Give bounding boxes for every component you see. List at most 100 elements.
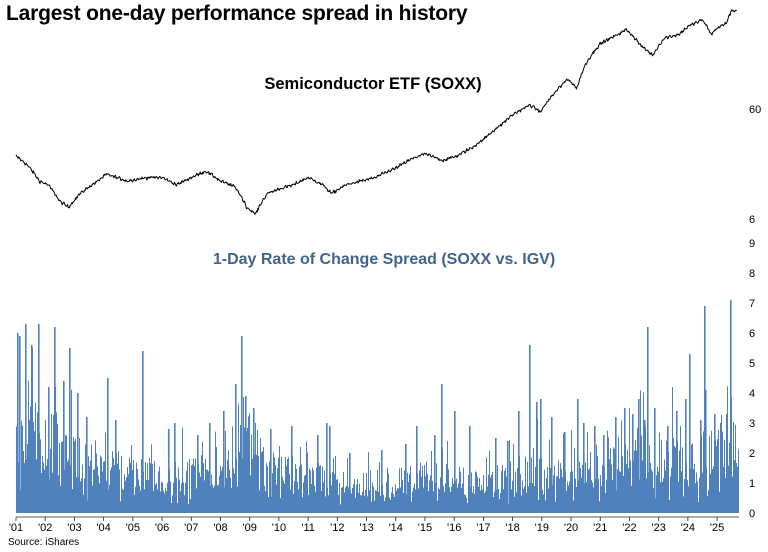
roc-bar [612, 479, 613, 513]
roc-bar [255, 422, 256, 513]
roc-spike-bar [77, 393, 79, 513]
roc-bar [112, 451, 113, 513]
roc-spike-bar [223, 411, 225, 513]
roc-bar [569, 481, 570, 513]
roc-bar [510, 461, 511, 513]
roc-bar [573, 500, 574, 513]
roc-bar [261, 452, 262, 513]
roc-bar [296, 468, 297, 513]
roc-bar [678, 481, 679, 513]
roc-bar [37, 412, 38, 513]
roc-bar [640, 390, 641, 513]
roc-bar [219, 475, 220, 513]
roc-bar [412, 491, 413, 513]
roc-bar [163, 490, 164, 513]
roc-spike-bar [495, 438, 497, 513]
roc-bar [653, 488, 654, 513]
roc-bar [43, 462, 44, 513]
x-tick-label: '07 [184, 522, 198, 534]
roc-bar [213, 487, 214, 513]
roc-bar [368, 452, 369, 513]
roc-bar [414, 483, 415, 513]
roc-bar [477, 476, 478, 513]
roc-bar [548, 488, 549, 513]
roc-bar [166, 491, 167, 513]
roc-bar [394, 496, 395, 513]
roc-bar [692, 443, 693, 513]
roc-spike-bar [577, 399, 579, 513]
roc-bar [589, 468, 590, 513]
roc-bar [389, 497, 390, 513]
price-ytick-label: 6 [749, 214, 755, 226]
x-tick-label: '04 [96, 522, 110, 534]
roc-bar [393, 494, 394, 513]
roc-spike-bar [624, 408, 626, 513]
roc-bar [158, 471, 159, 513]
roc-bar [41, 472, 42, 513]
roc-bar [631, 485, 632, 513]
roc-bar [366, 472, 367, 513]
roc-bar [248, 416, 249, 513]
roc-bar [325, 496, 326, 513]
roc-bar [360, 495, 361, 513]
roc-bar [34, 431, 35, 513]
roc-bar [716, 446, 717, 513]
roc-bar [273, 452, 274, 513]
roc-bar [738, 448, 739, 513]
roc-bar [526, 492, 527, 513]
roc-bar [222, 466, 223, 513]
roc-bar [683, 496, 684, 513]
price-chart-title: Semiconductor ETF (SOXX) [264, 75, 481, 93]
roc-chart-title: 1-Day Rate of Change Spread (SOXX vs. IG… [213, 251, 555, 268]
roc-bar [486, 457, 487, 513]
roc-bar [334, 473, 335, 513]
roc-bar [117, 463, 118, 513]
roc-spike-bar [705, 390, 707, 513]
roc-bar [421, 476, 422, 513]
roc-bar [171, 503, 172, 513]
roc-bar [693, 469, 694, 513]
roc-bar [97, 466, 98, 513]
roc-bar [370, 470, 371, 513]
roc-bar [408, 482, 409, 513]
roc-bar [444, 491, 445, 513]
roc-bar [60, 485, 61, 513]
roc-bar [266, 463, 267, 513]
roc-bar [523, 488, 524, 513]
roc-bar [239, 451, 240, 513]
roc-bar [499, 499, 500, 513]
roc-bar [148, 480, 149, 513]
roc-bar [216, 447, 217, 513]
roc-bar [622, 456, 623, 513]
roc-ytick-label: 7 [749, 298, 755, 310]
roc-bar [662, 481, 663, 513]
roc-bar [301, 464, 302, 513]
roc-bar [684, 479, 685, 513]
roc-bar [226, 478, 227, 513]
roc-bar [190, 499, 191, 513]
roc-ytick-label: 5 [749, 358, 755, 370]
roc-spike-bar [381, 450, 383, 513]
roc-spike-bar [107, 378, 109, 513]
roc-bar [610, 448, 611, 513]
roc-bar [579, 461, 580, 513]
roc-bar [687, 480, 688, 513]
roc-bar [282, 477, 283, 513]
roc-bar [636, 450, 637, 513]
roc-bar [420, 462, 421, 513]
roc-bar [707, 496, 708, 513]
roc-bar [682, 447, 683, 513]
roc-bar [364, 495, 365, 513]
roc-bar [375, 490, 376, 513]
roc-bar [36, 459, 37, 513]
roc-bar [164, 493, 165, 513]
roc-bar [431, 451, 432, 513]
roc-bar [173, 482, 174, 513]
roc-bar [59, 443, 60, 513]
roc-bar [75, 439, 76, 513]
roc-bar [437, 500, 438, 513]
roc-bar [90, 460, 91, 513]
roc-bar [262, 451, 263, 513]
roc-bar [422, 465, 423, 513]
roc-bar [369, 489, 370, 513]
